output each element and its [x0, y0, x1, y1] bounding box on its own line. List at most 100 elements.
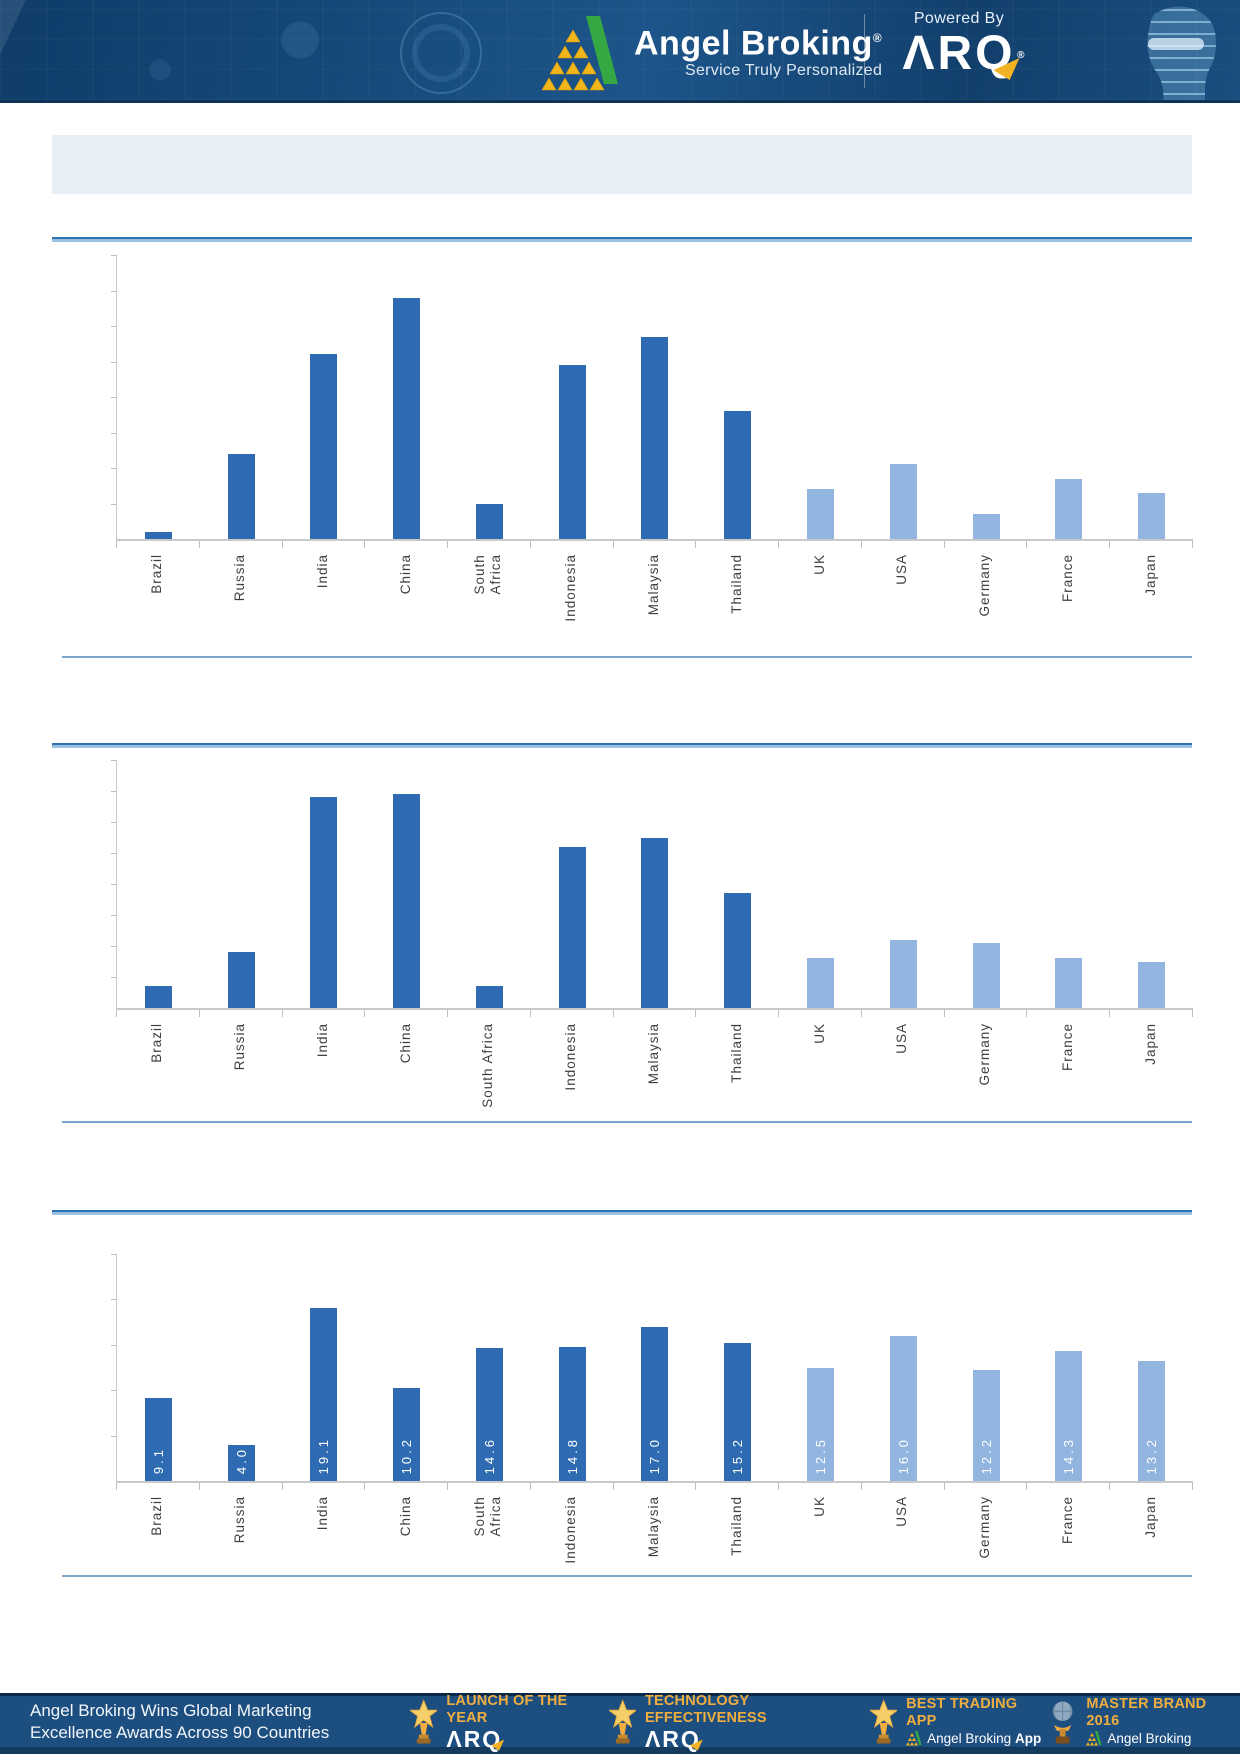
x-axis-tick	[1192, 541, 1193, 548]
x-axis-tick	[529, 1483, 531, 1490]
bar-india	[310, 797, 338, 1008]
section-bottom-rule	[62, 1121, 1192, 1123]
bar-slot	[1110, 760, 1193, 1008]
award-item-1: LAUNCH OF THE YEAR ΛRQ	[410, 1693, 609, 1751]
arq-wordmark: ΛRQ ®	[902, 27, 1028, 80]
bar-slot	[200, 760, 283, 1008]
bar-value-label: 12.5	[813, 1436, 828, 1474]
bar-thailand	[724, 411, 752, 539]
bar-usa	[889, 939, 917, 1008]
award-subtitle: Angel Broking App	[906, 1730, 1048, 1747]
bar-thailand: 15.2	[724, 1342, 752, 1481]
star-trophy-icon	[869, 1698, 898, 1743]
x-axis-label: UK	[811, 554, 827, 575]
x-label-cell: Japan	[1109, 546, 1192, 642]
x-axis-label: Malaysia	[645, 1023, 661, 1085]
bar-slot: 10.2	[365, 1254, 448, 1481]
award-title: TECHNOLOGY EFFECTIVENESS	[644, 1692, 767, 1726]
bar-russia	[227, 952, 255, 1008]
x-label-cell: UK	[778, 546, 861, 642]
x-axis-label: France	[1059, 554, 1075, 603]
x-axis-label: USA	[894, 1496, 910, 1527]
x-axis-tick	[778, 1010, 780, 1017]
circuit-pattern-overlay	[0, 0, 1240, 100]
award-title: BEST TRADING APP	[906, 1696, 1018, 1729]
x-axis-label: Thailand	[728, 1496, 744, 1556]
x-label-cell: France	[1026, 546, 1109, 642]
award-item-2: TECHNOLOGY EFFECTIVENESS ΛRQ	[608, 1692, 870, 1752]
header-divider	[864, 14, 865, 88]
y-axis-tick	[111, 791, 116, 792]
bar-slot	[945, 760, 1028, 1008]
x-axis-tick	[198, 1010, 200, 1017]
bar-slot: 4.0	[200, 1254, 283, 1481]
y-axis-tick	[111, 397, 116, 398]
x-axis-label: Germany	[977, 1496, 993, 1559]
y-axis-tick	[111, 361, 116, 363]
bar-slot	[862, 255, 945, 539]
x-axis-tick	[778, 541, 780, 548]
award-text: MASTER BRAND 2016 Angel Broking	[1086, 1696, 1240, 1747]
x-label-cell: Indonesia	[530, 546, 613, 642]
x-label-cell: South Africa	[447, 546, 530, 642]
bar-slot	[696, 255, 779, 539]
bar-south-africa	[475, 986, 503, 1008]
bar-france	[1055, 958, 1083, 1008]
x-label-cell: Malaysia	[613, 1015, 696, 1127]
section-bottom-rule	[62, 656, 1192, 658]
award-arq-wordmark: ΛRQ	[644, 1725, 703, 1752]
bar-value-label: 14.8	[564, 1436, 580, 1474]
registered-mark: ®	[872, 30, 883, 45]
bar-slot: 19.1	[283, 1254, 366, 1481]
x-axis-label: Thailand	[728, 1023, 744, 1083]
x-axis-label: France	[1059, 1023, 1075, 1072]
bar-slot: 9.1	[117, 1254, 200, 1481]
bar-slot	[200, 255, 283, 539]
x-label-cell: India	[282, 1015, 365, 1127]
bar-china: 10.2	[393, 1388, 421, 1481]
x-label-cell: USA	[861, 546, 944, 642]
bar-indonesia: 14.8	[558, 1346, 586, 1481]
x-axis-tick	[364, 541, 366, 548]
y-axis-tick	[111, 290, 116, 292]
x-axis-tick	[281, 1010, 283, 1017]
bars-area	[117, 255, 1193, 539]
bar-indonesia	[558, 365, 586, 539]
x-label-cell: South Africa	[447, 1488, 530, 1580]
x-axis-label: China	[397, 1023, 413, 1064]
x-axis-tick	[1192, 1483, 1193, 1490]
x-axis-tick	[695, 1010, 697, 1017]
x-label-cell: Japan	[1109, 1015, 1192, 1127]
section-top-rule	[52, 237, 1192, 242]
x-axis-label: France	[1059, 1496, 1075, 1545]
bar-uk	[807, 958, 834, 1008]
bar-slot	[696, 760, 779, 1008]
globe-trophy-icon	[1052, 1700, 1073, 1743]
x-label-cell: Germany	[944, 1015, 1027, 1127]
x-label-cell: India	[282, 546, 365, 642]
x-axis-tick	[612, 541, 614, 548]
x-axis-label: Indonesia	[563, 1023, 579, 1091]
x-axis-label: South Africa	[472, 554, 504, 595]
bar-slot	[614, 255, 697, 539]
bar-slot: 14.8	[531, 1254, 614, 1481]
footer-headline-line1: Angel Broking Wins Global Marketing	[30, 1700, 312, 1720]
x-axis-label: Japan	[1142, 1496, 1158, 1538]
x-label-cell: France	[1026, 1488, 1109, 1580]
bar-slot	[448, 255, 531, 539]
powered-by-arq-block: Powered By ΛRQ ®	[884, 10, 1034, 80]
y-axis-tick	[111, 432, 116, 434]
x-axis-label: Thailand	[728, 554, 744, 614]
x-label-cell: Russia	[199, 546, 282, 642]
x-label-cell: France	[1026, 1015, 1109, 1127]
x-axis-tick	[116, 541, 117, 548]
x-axis-label: Germany	[977, 1023, 993, 1086]
header: Angel Broking® Service Truly Personalize…	[0, 0, 1240, 103]
x-axis-label: South Africa	[472, 1496, 504, 1537]
bar-slot	[283, 255, 366, 539]
x-label-cell: Malaysia	[613, 546, 696, 642]
bar-india	[310, 354, 338, 539]
bar-slot: 12.2	[945, 1254, 1028, 1481]
bar-value-label: 12.2	[978, 1436, 994, 1474]
